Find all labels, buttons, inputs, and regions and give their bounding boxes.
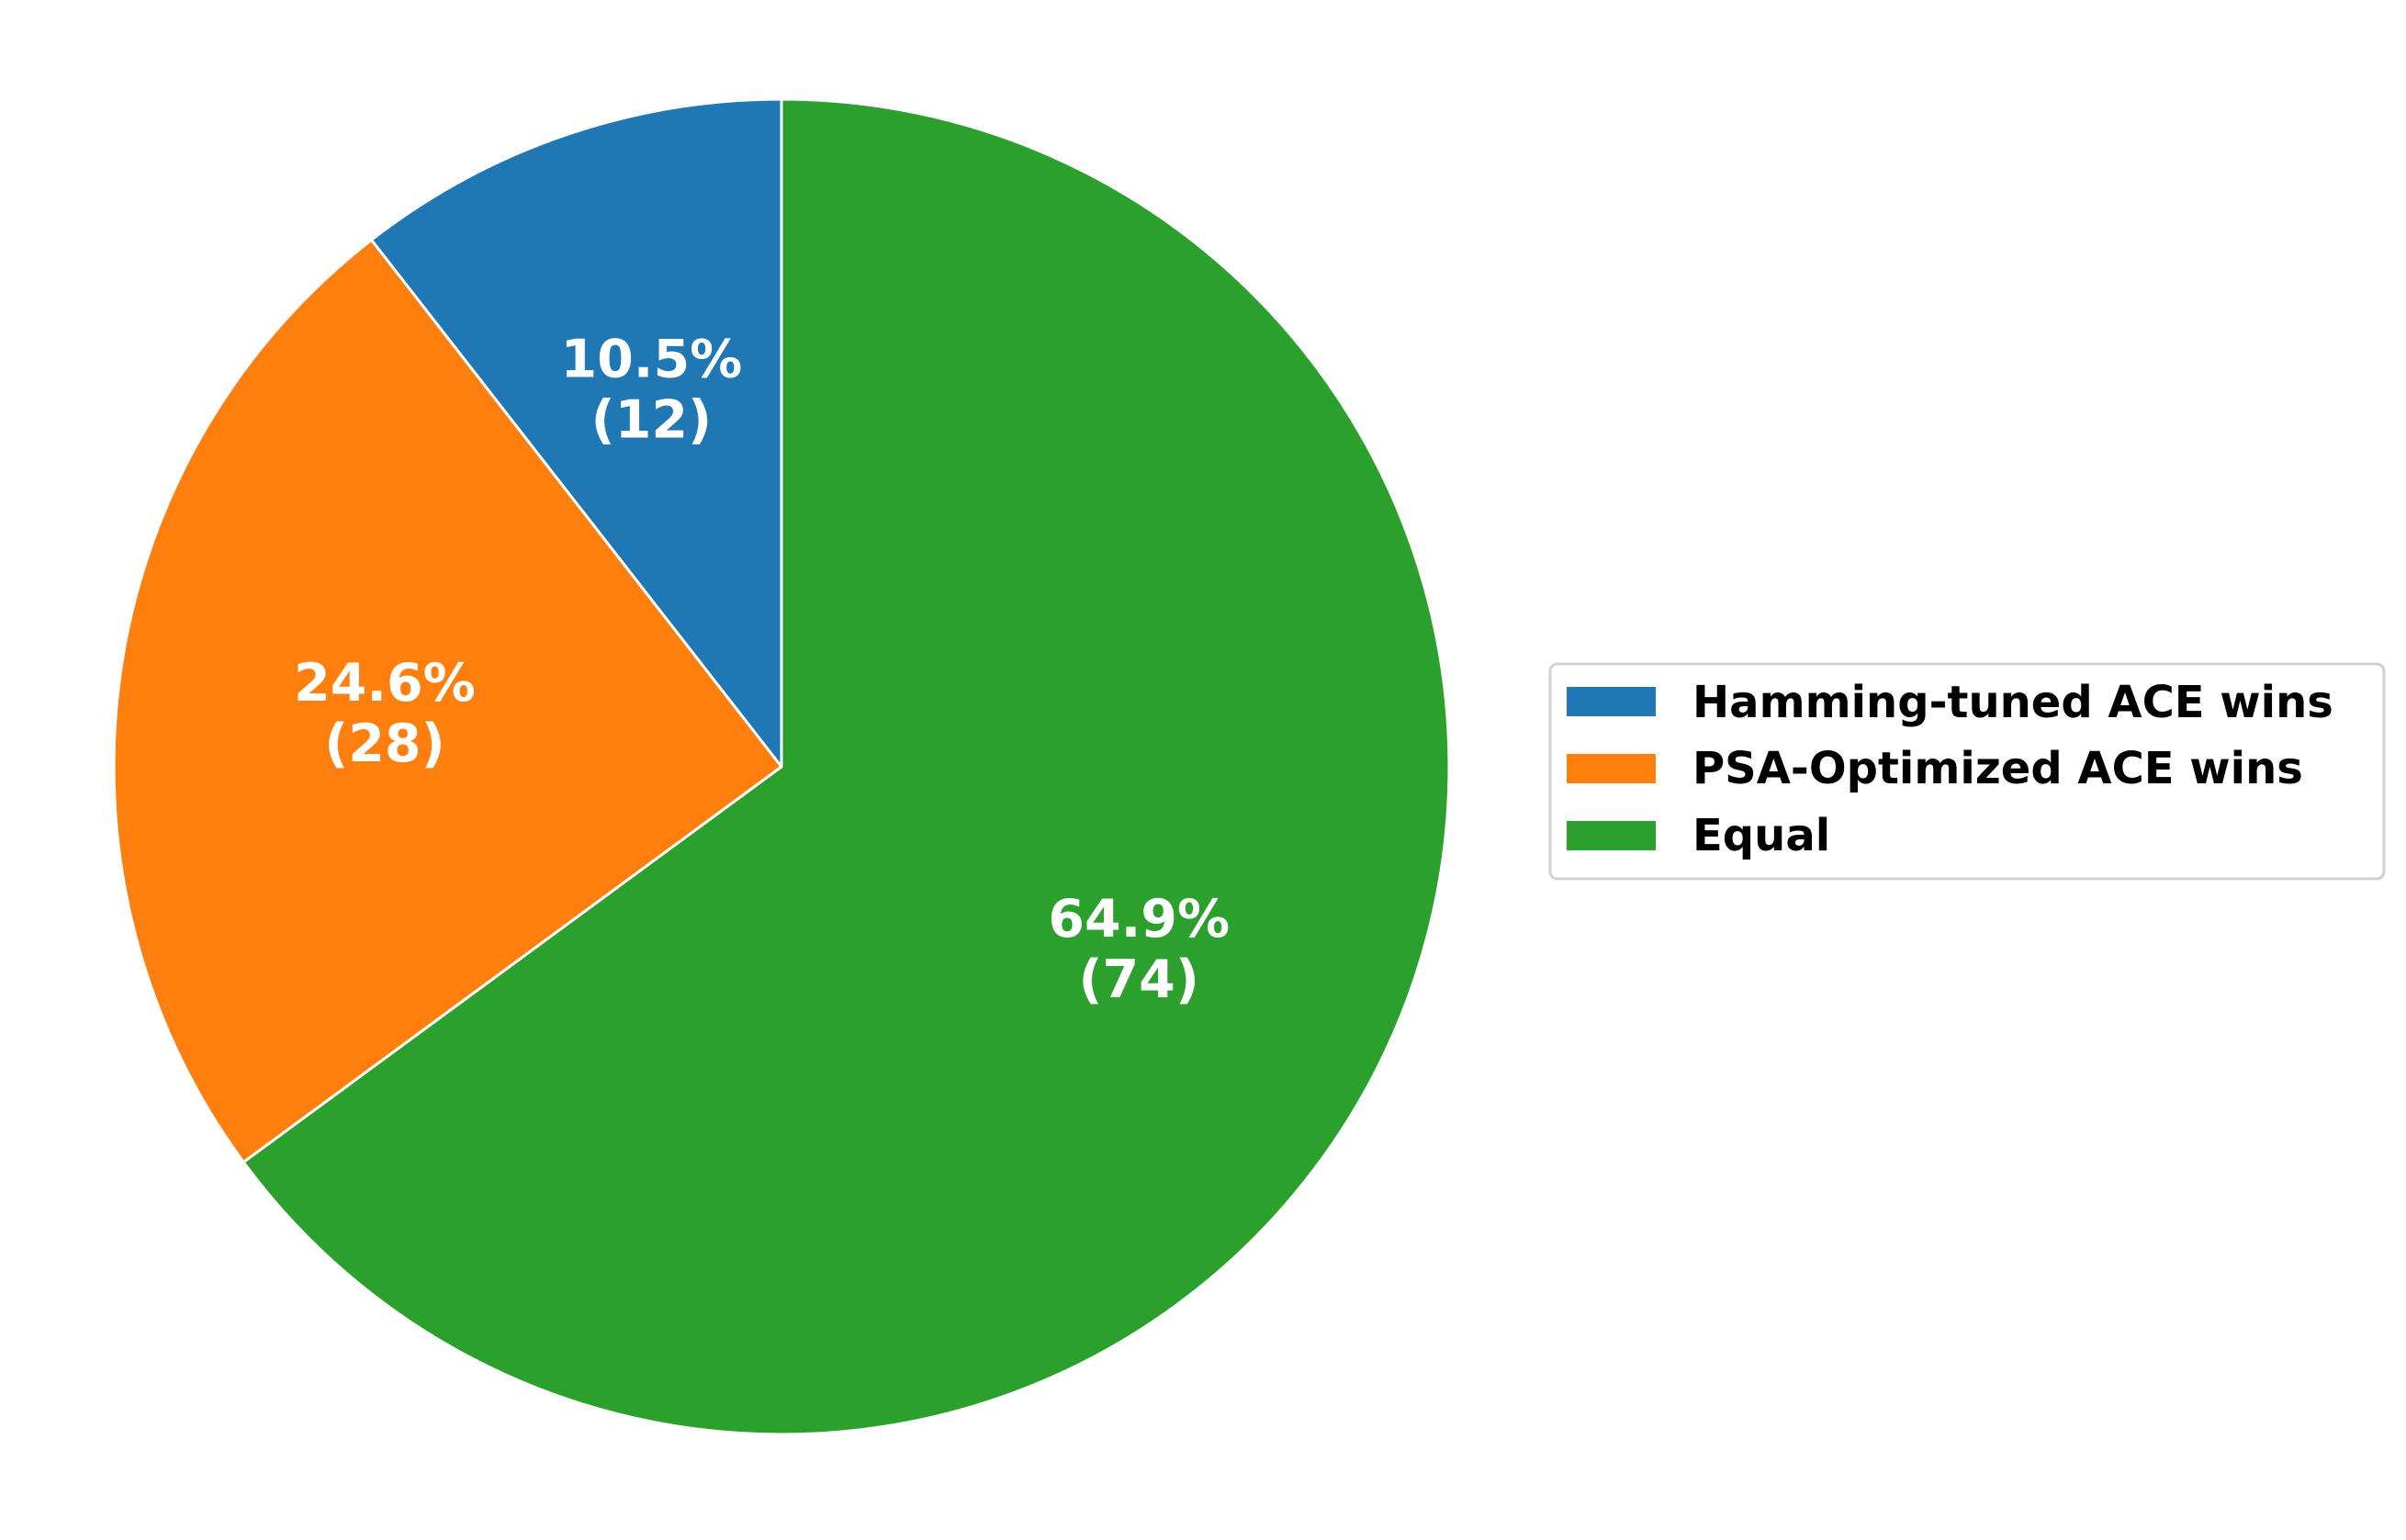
slice-count-label-hamming: (12) — [591, 389, 712, 450]
slice-count-label-psa: (28) — [324, 714, 444, 774]
legend-swatch-equal — [1567, 821, 1656, 850]
legend-swatch-psa — [1567, 754, 1656, 783]
pie-slices — [112, 97, 1451, 1436]
legend: Hamming-tuned ACE wins PSA-Optimized ACE… — [1548, 662, 2386, 881]
slice-percent-label-psa: 24.6% — [294, 653, 476, 714]
pie-slice-equal — [242, 97, 1451, 1436]
legend-label-equal: Equal — [1692, 810, 1830, 861]
slice-percent-label-hamming: 10.5% — [560, 329, 742, 389]
legend-frame — [1548, 662, 2386, 881]
pie-slice-psa — [112, 238, 783, 1164]
legend-swatch-hamming — [1567, 687, 1656, 716]
slice-count-label-equal: (74) — [1078, 950, 1198, 1010]
legend-label-psa: PSA-Optimized ACE wins — [1692, 743, 2303, 794]
slice-percent-label-equal: 64.9% — [1048, 889, 1230, 950]
pie-slice-hamming — [369, 97, 783, 769]
legend-label-hamming: Hamming-tuned ACE wins — [1692, 677, 2333, 728]
slice-labels: 10.5%(12) 24.6%(28) 64.9%(74) — [294, 329, 1230, 1010]
